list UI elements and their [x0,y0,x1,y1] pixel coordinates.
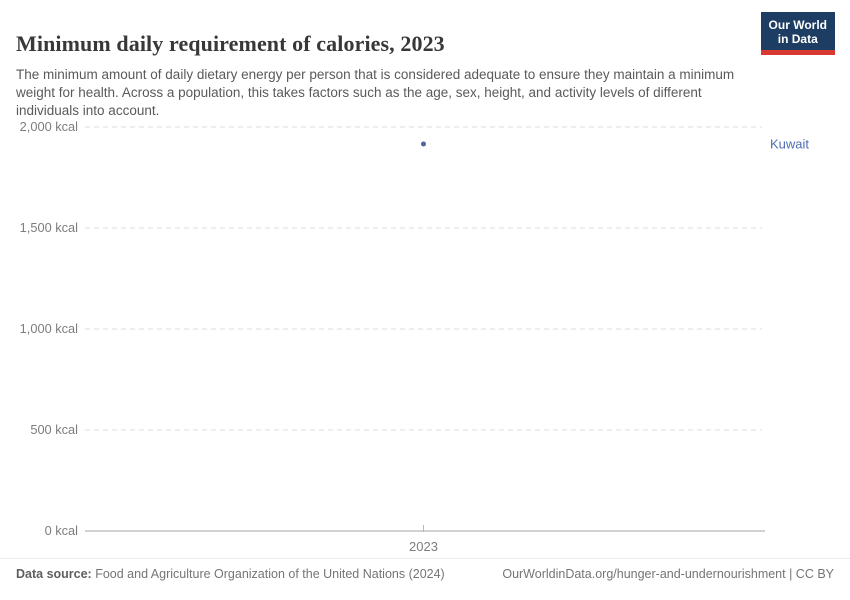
y-axis-tick-label: 0 kcal [45,523,78,538]
owid-citation-link[interactable]: OurWorldinData.org/hunger-and-undernouri… [502,567,834,581]
chart-footer: Data source: Food and Agriculture Organi… [16,567,834,581]
entity-label-kuwait[interactable]: Kuwait [770,136,809,151]
y-axis-tick-label: 2,000 kcal [20,119,78,134]
chart-title: Minimum daily requirement of calories, 2… [16,30,445,56]
data-point-kuwait[interactable] [421,141,426,147]
data-source-label: Data source: [16,567,92,581]
data-source-value: Food and Agriculture Organization of the… [91,567,445,581]
footer-divider [0,558,850,559]
chart-subtitle: The minimum amount of daily dietary ener… [16,66,735,119]
data-source-note: Data source: Food and Agriculture Organi… [16,567,445,581]
y-axis-tick-label: 1,000 kcal [20,321,78,336]
x-axis-tick-label: 2023 [409,539,438,554]
owid-logo[interactable]: Our World in Data [760,12,835,55]
owid-logo-line1: Our World [768,18,827,32]
owid-logo-line2: in Data [777,32,818,46]
y-axis-tick-label: 500 kcal [30,422,78,437]
y-axis-tick-label: 1,500 kcal [20,220,78,235]
